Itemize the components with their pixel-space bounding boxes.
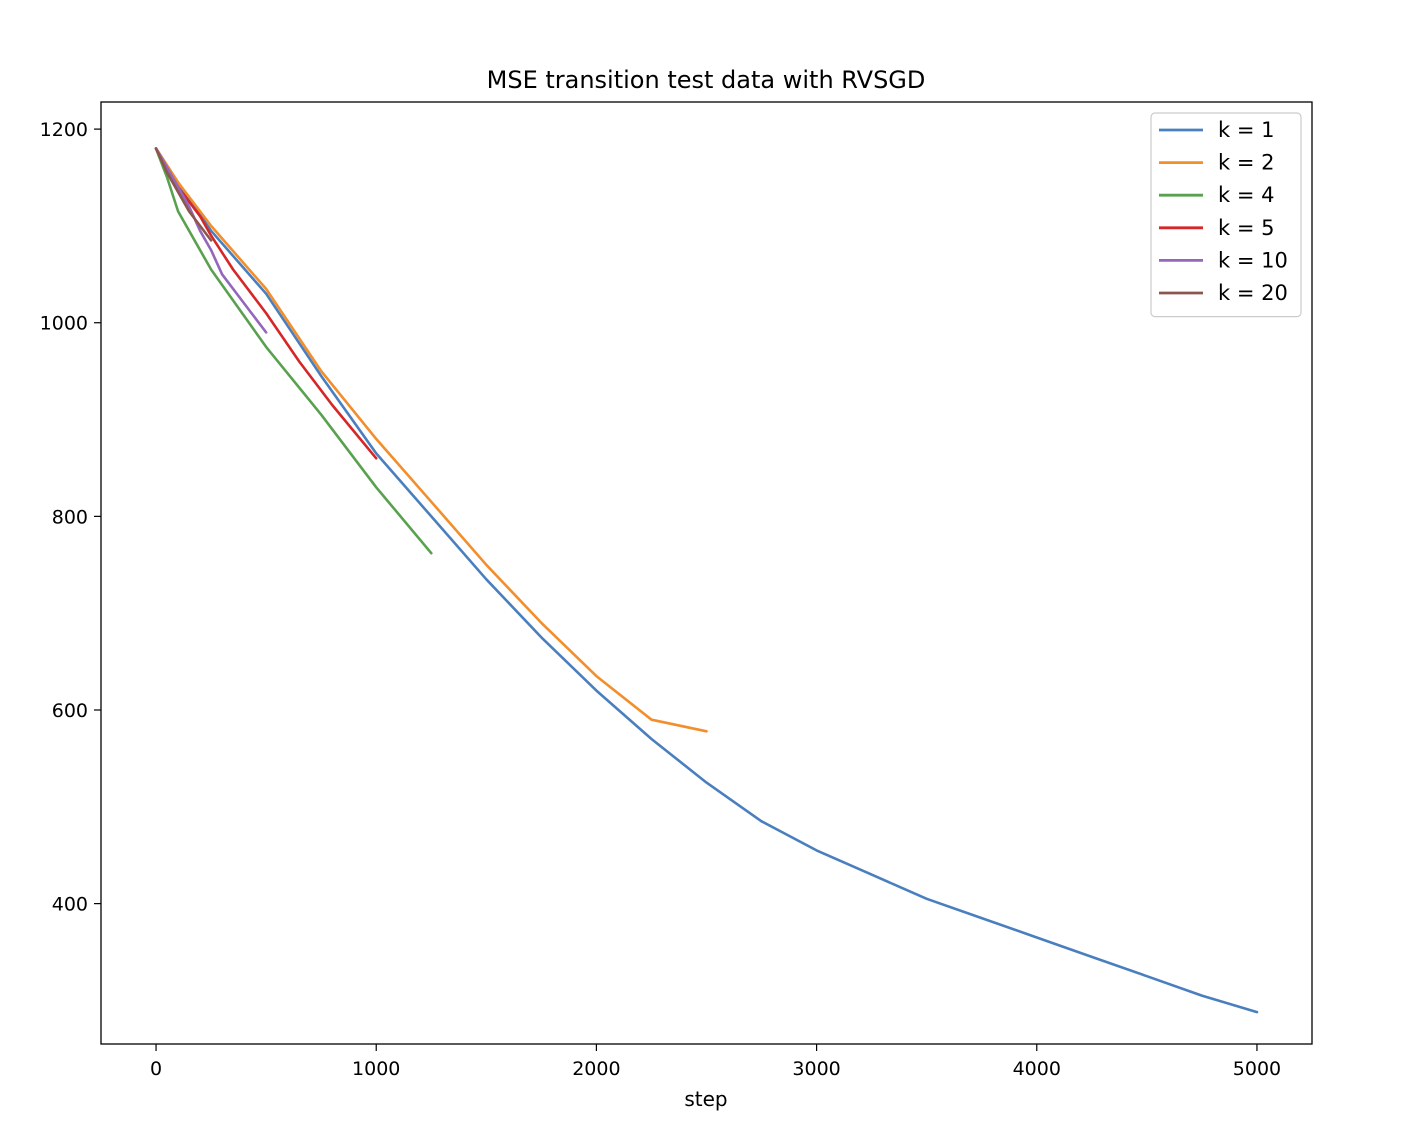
legend-entry-label: k = 2 bbox=[1218, 151, 1274, 175]
y-tick-label: 600 bbox=[52, 700, 88, 722]
legend: k = 1 k = 2 k = 4 k = 5 k = 10 k = 20 bbox=[1150, 112, 1302, 318]
series-line-k-4 bbox=[154, 147, 433, 555]
x-tick-label: 1000 bbox=[352, 1058, 400, 1080]
y-tick-label: 400 bbox=[52, 894, 88, 916]
series-line-k-20 bbox=[154, 147, 213, 242]
legend-entry-label: k = 5 bbox=[1218, 216, 1274, 240]
y-tick-label: 1200 bbox=[40, 119, 88, 141]
x-tick-label: 0 bbox=[150, 1058, 162, 1080]
x-axis-label: step bbox=[684, 1087, 727, 1111]
series-line-k-2 bbox=[154, 147, 708, 733]
y-tick-label: 800 bbox=[52, 506, 88, 528]
x-tick-label: 4000 bbox=[1013, 1058, 1061, 1080]
legend-entry-label: k = 1 bbox=[1218, 118, 1274, 142]
series-line-k-10 bbox=[154, 147, 268, 334]
legend-entry-label: k = 20 bbox=[1218, 281, 1288, 305]
axes: 0 1000 2000 3000 4000 5000 400 600 800 1000 1200 bbox=[40, 119, 1281, 1080]
plot-frame bbox=[100, 101, 1313, 1045]
x-tick-label: 2000 bbox=[572, 1058, 620, 1080]
legend-entry-label: k = 10 bbox=[1218, 248, 1288, 272]
x-tick-label: 5000 bbox=[1233, 1058, 1281, 1080]
chart-title: MSE transition test data with RVSGD bbox=[487, 66, 926, 94]
plot-area bbox=[154, 147, 1259, 1014]
y-tick-label: 1000 bbox=[40, 313, 88, 335]
legend-entry-label: k = 4 bbox=[1218, 183, 1274, 207]
x-tick-label: 3000 bbox=[792, 1058, 840, 1080]
series-line-k-1 bbox=[154, 147, 1259, 1014]
